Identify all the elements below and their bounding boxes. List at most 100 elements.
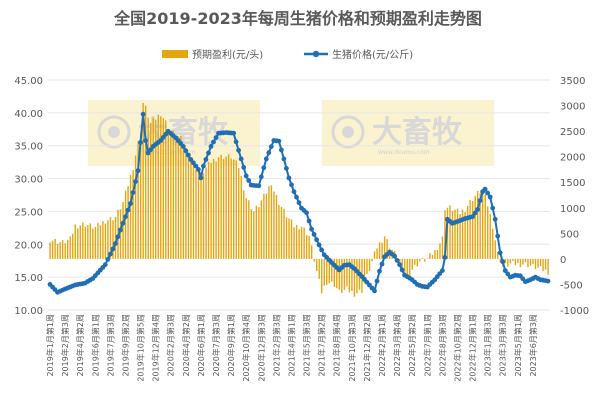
price-line	[47, 111, 551, 295]
profit-bar	[172, 130, 175, 259]
profit-bar	[308, 235, 310, 259]
profit-bar	[187, 157, 190, 259]
left-tick-label: 10.00	[14, 306, 43, 317]
profit-bar	[419, 258, 421, 262]
price-point	[306, 218, 312, 224]
profit-bar	[51, 240, 54, 259]
profit-bar	[160, 116, 162, 259]
profit-bar	[451, 210, 454, 259]
profit-bar	[260, 200, 263, 259]
profit-bar	[507, 258, 509, 267]
profit-bar	[54, 238, 56, 259]
profit-bar	[69, 236, 71, 259]
profit-bar	[129, 174, 132, 259]
profit-bar	[366, 258, 368, 274]
profit-bar	[310, 245, 313, 259]
profit-bar	[104, 223, 107, 259]
profit-bar	[230, 158, 232, 259]
profit-bar	[444, 210, 446, 259]
profit-bar	[238, 168, 240, 259]
price-point	[211, 139, 216, 145]
price-point	[196, 167, 201, 172]
profit-bar	[87, 225, 89, 259]
price-point	[246, 178, 252, 183]
right-tick-label: -500	[560, 280, 583, 291]
price-point	[183, 148, 189, 154]
price-point	[296, 200, 302, 206]
x-tick-label: 2019年6月第1周	[90, 314, 100, 377]
price-point	[233, 139, 239, 145]
left-tick-label: 15.00	[14, 273, 43, 284]
price-point	[477, 198, 483, 204]
profit-bar	[220, 154, 222, 259]
profit-bar	[497, 251, 499, 259]
x-tick-label: 2020年4月第2周	[181, 314, 191, 377]
profit-bar	[273, 191, 275, 259]
profit-bar	[318, 258, 320, 279]
x-tick-label: 2021年7月第2周	[317, 314, 327, 377]
profit-bar	[386, 239, 388, 259]
x-tick-label: 2023年3月第3周	[498, 314, 508, 377]
price-point	[442, 255, 448, 260]
profit-bar	[263, 193, 265, 259]
watermark-url: www.dxumu.com	[378, 149, 430, 156]
profit-bars	[49, 103, 549, 297]
x-tick-label: 2019年10月第5周	[136, 314, 146, 382]
profit-bar	[499, 258, 502, 263]
profit-bar	[109, 216, 112, 259]
profit-bar	[509, 258, 512, 264]
price-point	[490, 205, 496, 211]
price-point	[379, 261, 385, 267]
price-point	[193, 163, 199, 169]
profit-bar	[155, 119, 157, 259]
price-point	[281, 156, 287, 162]
profit-bar	[368, 258, 371, 271]
legend-line-label: 生猪价格(元/公斤)	[332, 48, 413, 61]
profit-bar	[64, 243, 66, 259]
price-point	[545, 278, 551, 284]
x-tick-label: 2022年10月第2周	[452, 314, 462, 382]
price-point	[130, 190, 136, 196]
profit-bar	[351, 258, 353, 292]
profit-bar	[512, 258, 514, 261]
profit-bar	[89, 223, 92, 259]
profit-bar	[313, 258, 315, 262]
price-point	[261, 165, 267, 171]
profit-bar	[441, 236, 444, 259]
price-point	[206, 150, 211, 156]
profit-bar	[328, 258, 330, 284]
price-point	[243, 173, 249, 179]
profit-bar	[409, 258, 411, 277]
profit-bar	[514, 258, 517, 266]
price-point	[304, 210, 309, 216]
profit-bar	[195, 169, 197, 259]
profit-bar	[401, 258, 403, 269]
profit-bar	[404, 258, 406, 276]
profit-bar	[150, 122, 152, 259]
profit-bar	[305, 235, 308, 259]
price-point	[140, 111, 146, 117]
chart-title: 全国2019-2023年每周生猪价格和预期盈利走势图	[113, 9, 482, 28]
x-tick-label: 2022年2月第1周	[377, 314, 387, 377]
profit-bar	[464, 211, 466, 259]
profit-bar	[270, 185, 273, 259]
profit-bar	[532, 258, 534, 265]
price-point	[203, 157, 209, 162]
profit-bar	[346, 258, 348, 287]
profit-bar	[479, 193, 481, 259]
profit-bar	[373, 251, 376, 259]
price-point	[392, 253, 397, 259]
profit-bar	[94, 227, 97, 259]
gridlines	[48, 79, 550, 311]
profit-bar	[471, 201, 474, 259]
price-point	[309, 226, 314, 232]
price-point	[241, 165, 247, 170]
profit-bar	[489, 214, 491, 259]
profit-bar	[298, 229, 300, 259]
right-tick-label: 3500	[560, 76, 585, 87]
profit-bar	[411, 258, 413, 270]
x-tick-label: 2022年12月第1周	[468, 314, 478, 382]
profit-bar	[59, 241, 61, 259]
profit-bar	[127, 186, 129, 259]
